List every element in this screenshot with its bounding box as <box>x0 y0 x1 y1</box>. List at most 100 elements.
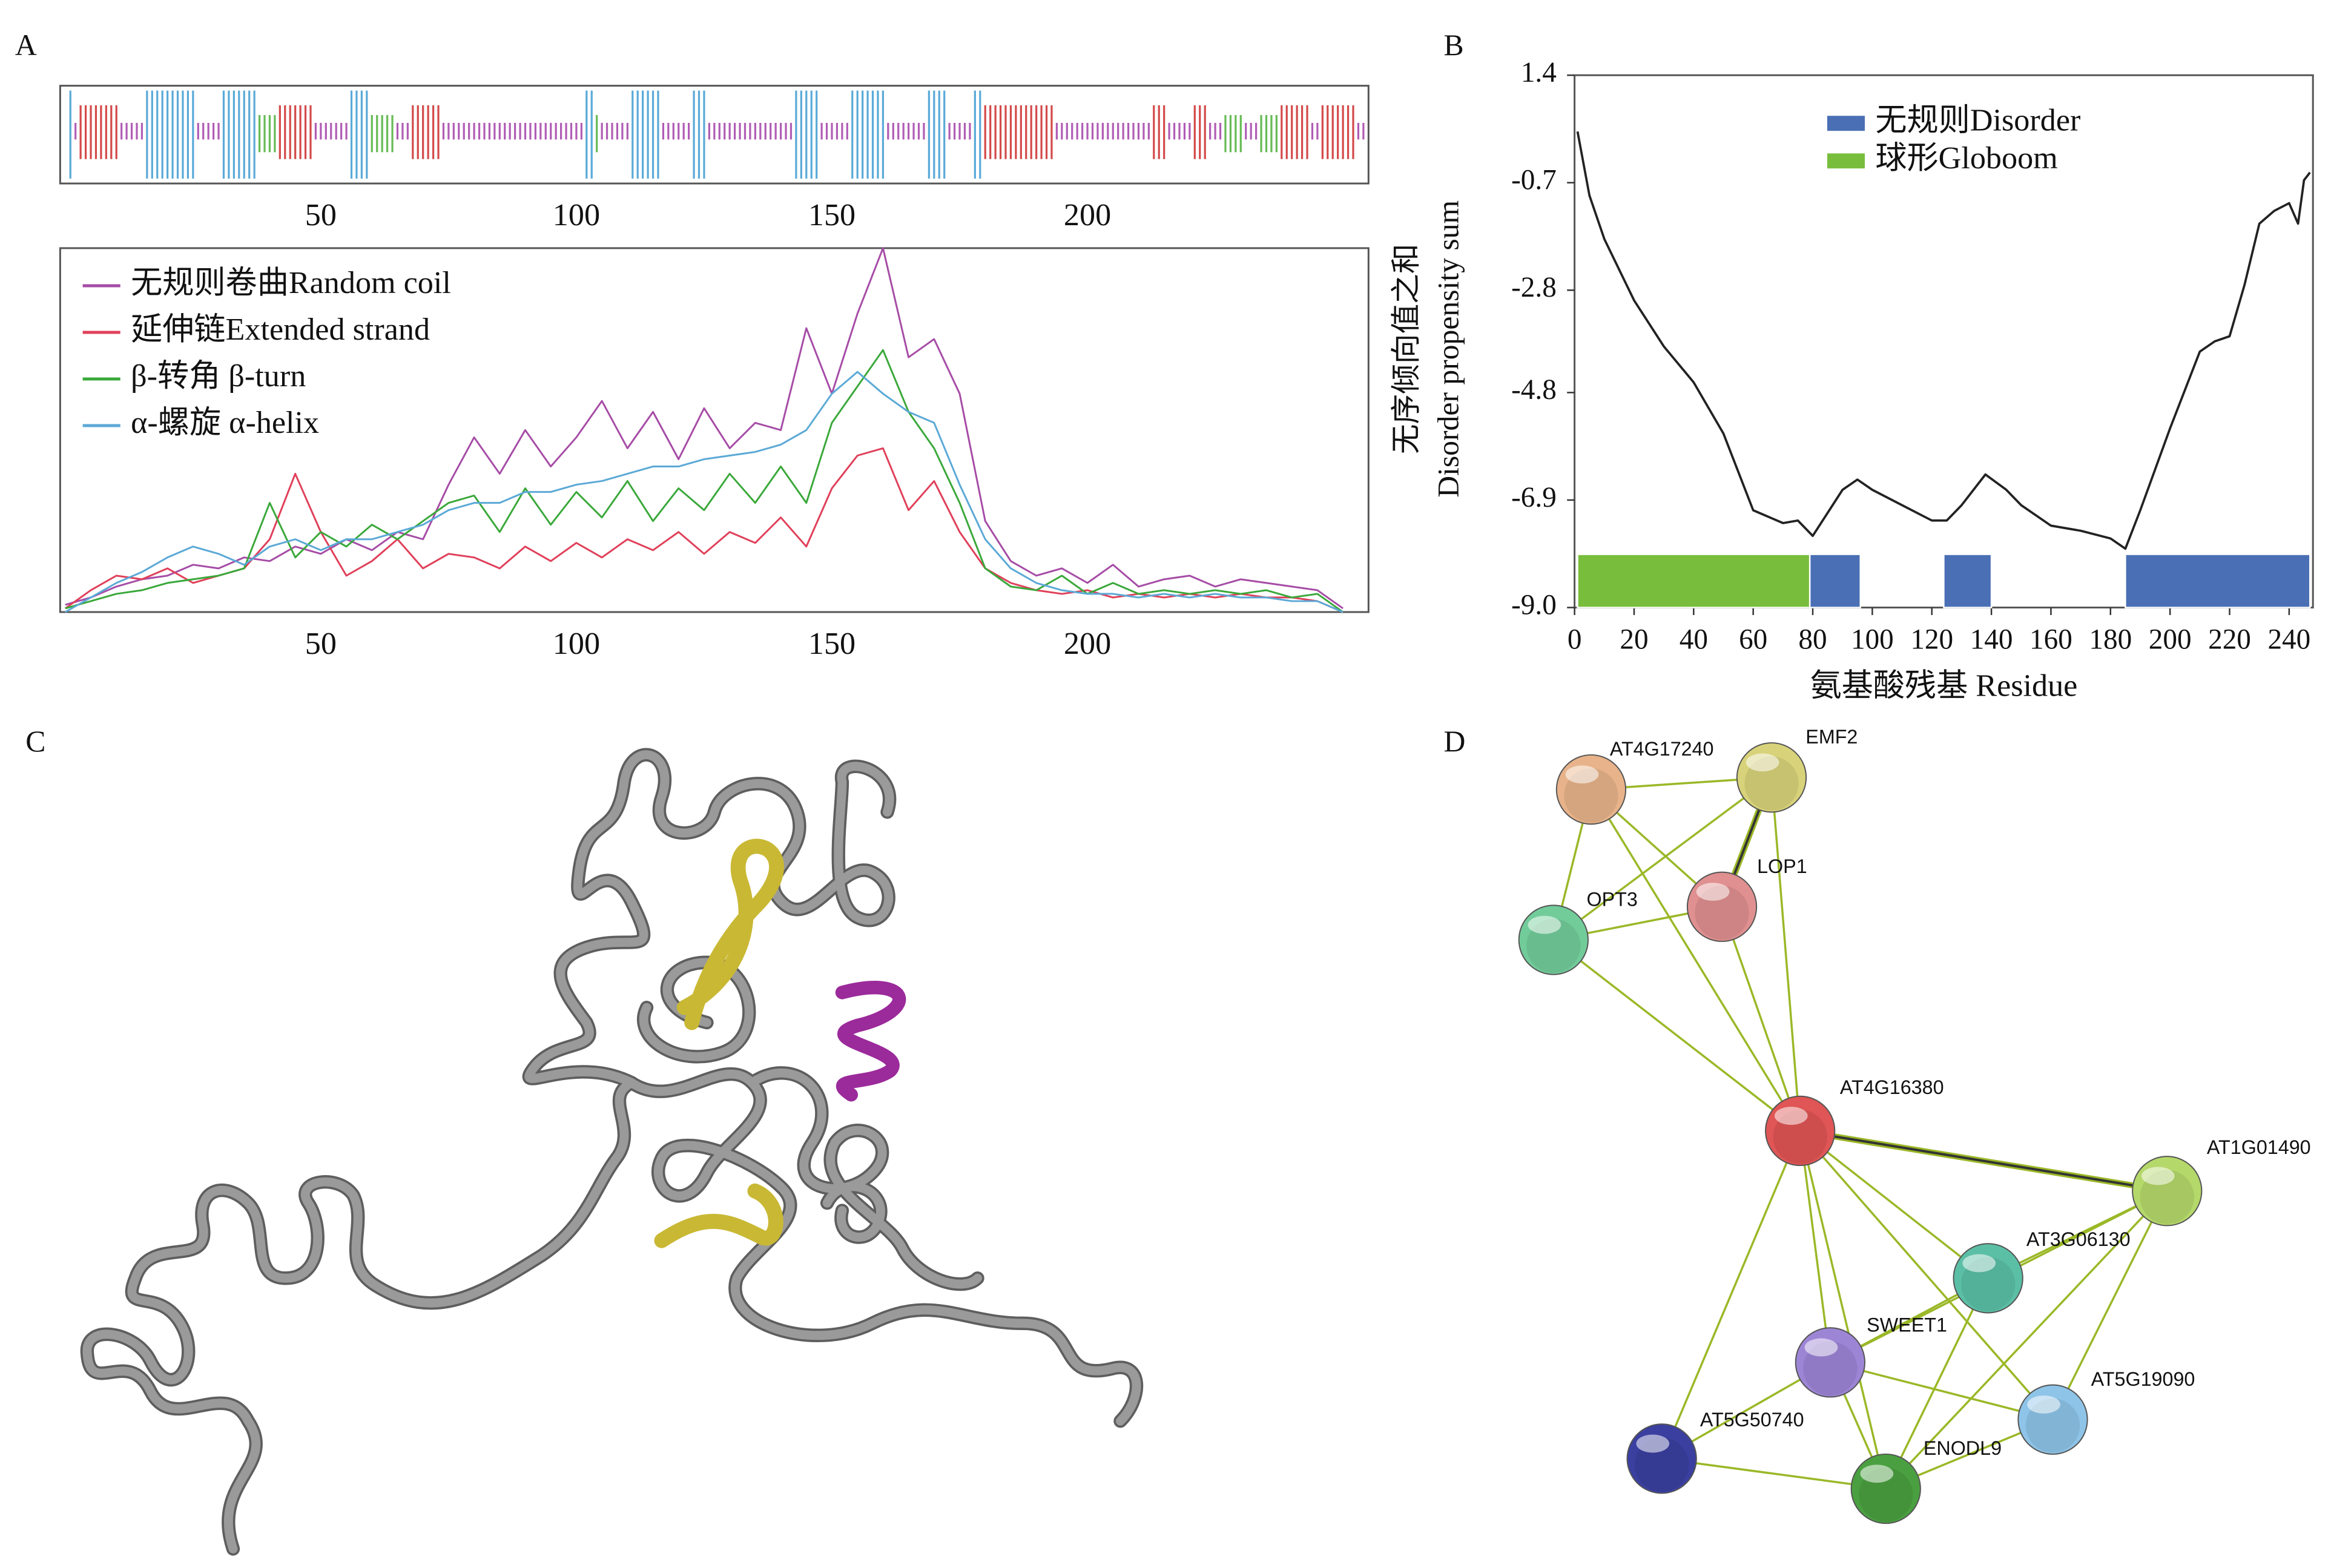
x-tick-label: 100 <box>553 198 600 232</box>
network-edge <box>1770 777 1801 1132</box>
structure-segment <box>631 90 659 179</box>
structure-segment <box>1357 122 1365 140</box>
network-node <box>1850 1453 1921 1524</box>
structure-segment <box>1321 105 1354 159</box>
node-label: EMF2 <box>1805 726 1858 748</box>
network-edge <box>1799 1130 1832 1363</box>
structure-segment <box>222 90 256 179</box>
structure-segment <box>1168 122 1191 140</box>
node-highlight <box>1696 883 1730 901</box>
node-highlight <box>2027 1395 2060 1414</box>
x-tick-label: 180 <box>2089 624 2132 655</box>
legend-label: 延伸链Extended strand <box>131 312 430 347</box>
network-edge <box>1885 1277 1990 1489</box>
structure-segment <box>1193 105 1206 159</box>
network-node <box>1686 871 1758 942</box>
line <box>64 447 1344 613</box>
x-tick-label: 120 <box>1910 624 1953 655</box>
structure-segment <box>1224 115 1242 153</box>
beta-sheet <box>654 838 784 1248</box>
network-edge <box>1721 906 1801 1132</box>
structure-segment <box>258 115 276 153</box>
network-edge <box>1799 1130 1989 1279</box>
node-label: AT5G50740 <box>1700 1409 1804 1431</box>
y-tick-label: -2.8 <box>1511 272 1557 303</box>
structure-segment <box>350 90 368 179</box>
structure-segment <box>1260 115 1278 153</box>
network-edge <box>1661 1130 1801 1460</box>
structure-segment <box>662 122 690 140</box>
structure-segment <box>79 105 117 159</box>
structure-segment <box>795 90 818 179</box>
structure-segment <box>820 122 848 140</box>
structure-segment <box>984 105 1053 159</box>
structure-segment <box>708 122 793 140</box>
line <box>65 349 1344 613</box>
network-node <box>2132 1156 2203 1227</box>
y-tick-label: -9.0 <box>1511 589 1557 621</box>
node-highlight <box>1774 1107 1808 1125</box>
x-tick-label: 220 <box>2208 624 2251 655</box>
structure-segment <box>1055 122 1150 140</box>
structure-segment <box>1311 122 1319 140</box>
structure-segment <box>314 122 348 140</box>
network-edge <box>1799 1130 1887 1489</box>
network-node <box>1555 754 1627 825</box>
line <box>1576 131 2311 550</box>
x-tick-label: 100 <box>1851 624 1894 655</box>
x-tick-label: 100 <box>553 627 600 661</box>
x-tick-label: 160 <box>2029 624 2072 655</box>
node-label: OPT3 <box>1587 888 1638 910</box>
structure-segment <box>693 90 705 179</box>
node-label: AT3G06130 <box>2026 1228 2131 1250</box>
node-label: AT5G19090 <box>2091 1368 2195 1390</box>
x-tick-label: 240 <box>2267 624 2310 655</box>
plot-frame <box>59 85 1370 185</box>
plot-frame <box>59 247 1370 613</box>
structure-segment <box>146 90 194 179</box>
x-tick-label: 20 <box>1620 624 1648 655</box>
structure-segment <box>1281 105 1308 159</box>
network-node <box>1626 1423 1697 1494</box>
network-node <box>1518 904 1589 975</box>
y-axis-label: 无序倾向值之和 <box>1390 243 1423 454</box>
node-highlight <box>1804 1338 1838 1357</box>
x-tick-label: 80 <box>1798 624 1827 655</box>
node-label: SWEET1 <box>1867 1314 1947 1336</box>
node-label: ENODL9 <box>1924 1437 2002 1459</box>
network-edge <box>2051 1190 2168 1420</box>
panel-label: D <box>1444 725 1466 758</box>
legend-swatch <box>1827 116 1865 131</box>
line <box>65 371 1344 613</box>
network-edge <box>1799 1130 2054 1420</box>
line <box>65 247 1344 610</box>
structure-segment <box>1153 105 1166 159</box>
node-highlight <box>1528 915 1561 934</box>
network-node <box>1795 1327 1865 1398</box>
panel-label: B <box>1444 28 1464 62</box>
chain <box>82 750 1141 1553</box>
node-highlight <box>1860 1464 1894 1483</box>
x-tick-label: 200 <box>1064 627 1111 661</box>
network-node <box>1736 742 1807 813</box>
alpha-helix <box>835 981 906 1102</box>
structure-segment <box>371 115 394 153</box>
structure-segment <box>948 122 971 140</box>
node-highlight <box>1746 753 1779 772</box>
structure-segment <box>396 122 409 140</box>
network-edge <box>1661 1457 1887 1490</box>
legend-label: 无规则卷曲Random coil <box>131 266 451 300</box>
structure-segment <box>1245 122 1258 140</box>
node-label: AT4G17240 <box>1610 738 1714 760</box>
protein-structure <box>80 748 1144 1556</box>
network-edge <box>1799 1129 2168 1193</box>
legend-label: 球形Globoom <box>1875 141 2057 176</box>
panel-label: A <box>15 28 37 62</box>
structure-segment <box>851 90 885 179</box>
node-label: AT1G01490 <box>2207 1136 2311 1158</box>
network-edge <box>1552 776 1773 941</box>
structure-segment <box>601 122 628 140</box>
structure-segment <box>1209 122 1222 140</box>
x-tick-label: 200 <box>1064 198 1111 232</box>
x-tick-label: 150 <box>808 198 856 232</box>
